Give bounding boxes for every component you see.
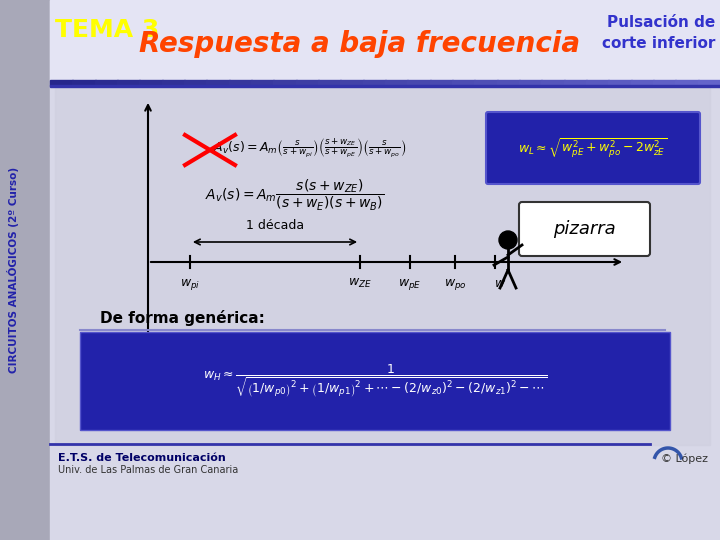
Bar — [55, 87, 710, 445]
Text: $A_v(s) = A_m \left( \frac{s}{s+w_{pi}} \right)\left( \frac{s+w_{ZE}}{s+w_{pE}} : $A_v(s) = A_m \left( \frac{s}{s+w_{pi}} … — [213, 136, 407, 160]
Bar — [94, 80, 118, 86]
Bar — [251, 80, 274, 86]
Bar — [675, 80, 698, 86]
Bar — [653, 80, 676, 86]
Text: $w_{po}$: $w_{po}$ — [444, 277, 467, 292]
Text: CIRCUITOS ANALÓGICOS (2º Curso): CIRCUITOS ANALÓGICOS (2º Curso) — [7, 167, 19, 373]
Bar — [363, 80, 386, 86]
Bar — [50, 85, 720, 87]
Bar — [72, 80, 96, 86]
Text: $w_{ZE}$: $w_{ZE}$ — [348, 277, 372, 290]
Bar — [207, 80, 230, 86]
Text: $w$: $w$ — [494, 277, 506, 290]
Circle shape — [499, 231, 517, 249]
Bar — [608, 80, 631, 86]
Bar — [50, 0, 720, 80]
Bar — [497, 80, 520, 86]
Bar — [408, 80, 431, 86]
Text: $w_L \approx \sqrt{w_{pE}^2 + w_{po}^2 - 2w_{zE}^2}$: $w_L \approx \sqrt{w_{pE}^2 + w_{po}^2 -… — [518, 136, 667, 160]
Text: De forma genérica:: De forma genérica: — [100, 310, 265, 326]
Text: TEMA 3: TEMA 3 — [55, 18, 159, 42]
Bar — [385, 80, 408, 86]
Bar — [184, 80, 207, 86]
Bar — [117, 80, 140, 86]
Bar — [162, 80, 185, 86]
Text: 1 década: 1 década — [246, 219, 304, 232]
Text: Respuesta a baja frecuencia: Respuesta a baja frecuencia — [140, 30, 580, 58]
Bar — [430, 80, 453, 86]
Bar — [586, 80, 609, 86]
Bar — [541, 80, 564, 86]
Text: $w_{pE}$: $w_{pE}$ — [398, 277, 422, 292]
Text: Univ. de Las Palmas de Gran Canaria: Univ. de Las Palmas de Gran Canaria — [58, 465, 238, 475]
Bar — [50, 80, 73, 86]
Bar — [698, 80, 720, 86]
Bar — [519, 80, 542, 86]
Text: $A_v(s) = A_m \dfrac{s(s+w_{ZE})}{(s+w_E)(s+w_B)}$: $A_v(s) = A_m \dfrac{s(s+w_{ZE})}{(s+w_E… — [205, 178, 384, 213]
Bar — [296, 80, 319, 86]
Text: $w_H \approx \dfrac{1}{\sqrt{\left(1/w_{p0}\right)^2 + \left(1/w_{p1}\right)^2+ : $w_H \approx \dfrac{1}{\sqrt{\left(1/w_{… — [202, 362, 547, 400]
Bar — [564, 80, 587, 86]
Bar — [452, 80, 475, 86]
FancyBboxPatch shape — [519, 202, 650, 256]
FancyBboxPatch shape — [486, 112, 700, 184]
Bar — [631, 80, 654, 86]
Bar — [474, 80, 498, 86]
Bar — [140, 80, 163, 86]
Text: $w_{pi}$: $w_{pi}$ — [180, 277, 200, 292]
Text: E.T.S. de Telecomunicación: E.T.S. de Telecomunicación — [58, 453, 226, 463]
Bar — [341, 80, 364, 86]
Bar — [274, 80, 297, 86]
Bar — [318, 80, 341, 86]
Bar — [229, 80, 252, 86]
Text: © López: © López — [661, 453, 708, 463]
Text: pizarra: pizarra — [553, 220, 616, 238]
Bar — [80, 332, 670, 430]
Bar — [0, 0, 50, 540]
Text: Pulsación de
corte inferior: Pulsación de corte inferior — [602, 15, 715, 51]
